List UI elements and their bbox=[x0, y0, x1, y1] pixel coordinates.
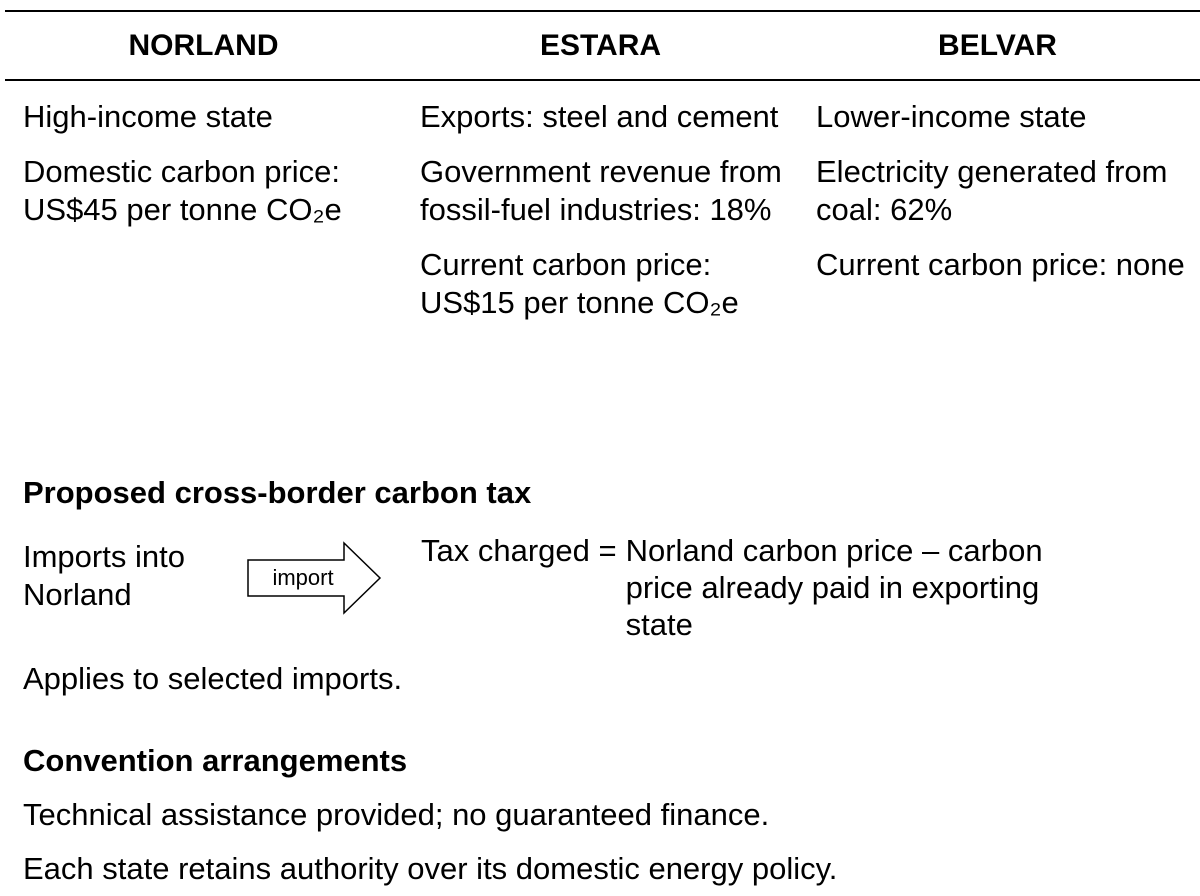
formula: Tax charged = Norland carbon price – car… bbox=[421, 532, 1096, 643]
arrow: import bbox=[247, 541, 382, 615]
column: Exports: steel and cement Government rev… bbox=[420, 98, 792, 322]
subject: Imports into Norland bbox=[23, 539, 185, 612]
cell: Current carbon price: US$15 per tonne CO… bbox=[420, 247, 739, 320]
cell: Lower-income state bbox=[816, 99, 1087, 134]
formula-body: Norland carbon price – carbon price alre… bbox=[625, 533, 1043, 642]
list-item: Technical assistance provided; no guaran… bbox=[23, 797, 770, 832]
column-header: ESTARA bbox=[539, 29, 662, 62]
top-rule bbox=[5, 10, 1200, 12]
arrow-label: import bbox=[272, 565, 333, 590]
column-header: NORLAND bbox=[128, 29, 279, 62]
formula-lead: Tax charged = bbox=[421, 533, 617, 568]
list-item: Each state retains authority over its do… bbox=[23, 851, 838, 886]
cell: High-income state bbox=[23, 99, 273, 134]
cell: Electricity generated from coal: 62% bbox=[816, 154, 1168, 227]
column-header: BELVAR bbox=[938, 29, 1057, 62]
column: High-income state Domestic carbon price:… bbox=[23, 98, 395, 229]
cell: Current carbon price: none bbox=[816, 247, 1185, 282]
cell: Exports: steel and cement bbox=[420, 99, 779, 134]
header-rule bbox=[5, 79, 1200, 81]
cell: Government revenue from fossil-fuel indu… bbox=[420, 154, 782, 227]
cell: Domestic carbon price: US$45 per tonne C… bbox=[23, 154, 342, 227]
note: Applies to selected imports. bbox=[23, 661, 403, 696]
section-title: Convention arrangements bbox=[23, 743, 408, 778]
column: Lower-income state Electricity generated… bbox=[816, 98, 1188, 284]
arrow-shape bbox=[247, 541, 382, 615]
section-title: Proposed cross-border carbon tax bbox=[23, 475, 532, 510]
